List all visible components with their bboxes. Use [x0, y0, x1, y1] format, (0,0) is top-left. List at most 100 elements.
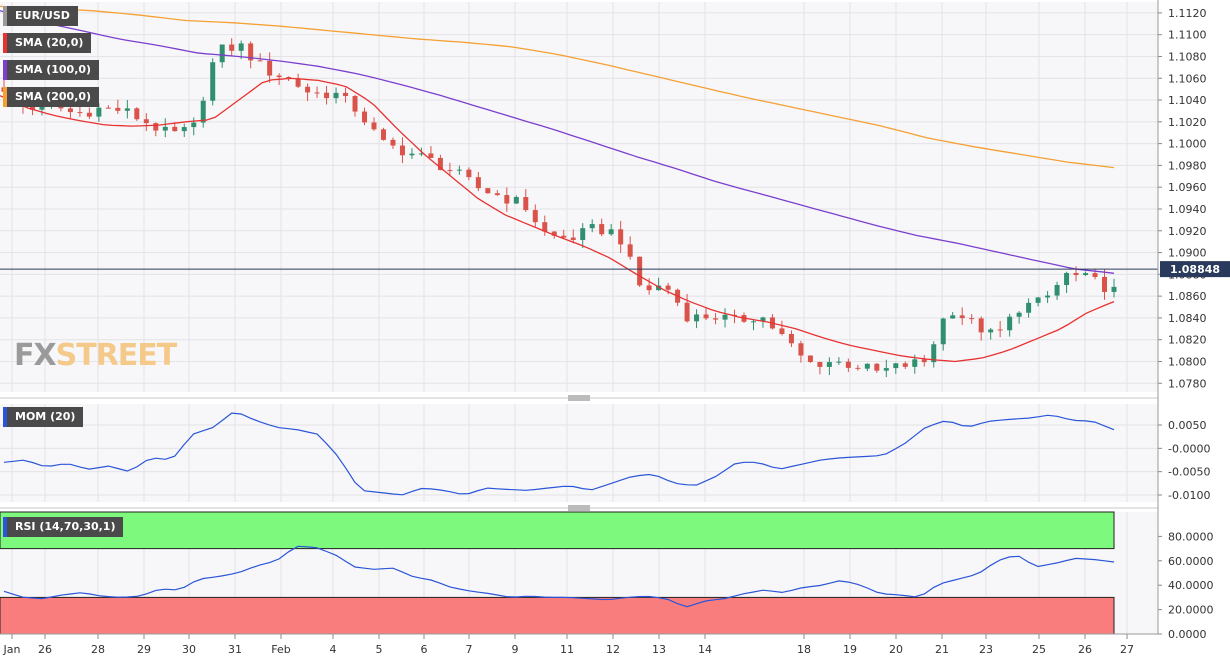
candle	[618, 220, 624, 253]
candle-body	[912, 359, 918, 367]
candle	[798, 340, 804, 363]
candle-body	[542, 222, 548, 232]
rsi-line	[3, 545, 1115, 608]
mom-tick-label: -0.0000	[1168, 442, 1210, 455]
candle-body	[267, 60, 273, 76]
candle-body	[191, 122, 197, 128]
candle	[333, 87, 339, 104]
time-tick-label: 12	[606, 643, 620, 656]
candle-body	[1007, 316, 1013, 331]
price-tick-label: 1.1100	[1168, 29, 1207, 42]
rsi-tick-label: 20.0000	[1168, 604, 1214, 617]
candle	[1102, 269, 1108, 300]
candle-body	[343, 92, 349, 97]
candle	[399, 137, 405, 164]
candle	[1045, 291, 1051, 303]
candle	[494, 190, 500, 196]
candle	[978, 316, 984, 341]
candle-body	[836, 361, 842, 363]
candle-body	[855, 367, 861, 369]
candle	[105, 105, 111, 109]
candle-body	[352, 96, 358, 112]
price-tick-label: 1.0820	[1168, 334, 1207, 347]
rsi-tick-label: 80.0000	[1168, 530, 1214, 543]
sma20-swatch	[3, 33, 7, 53]
candle	[883, 359, 889, 378]
time-tick-label: 25	[1032, 643, 1046, 656]
momentum-plot-area	[0, 404, 1158, 502]
candle-body	[637, 256, 643, 286]
candle	[1026, 298, 1032, 318]
candle-body	[286, 77, 292, 79]
time-tick-label: 11	[560, 643, 574, 656]
candle-body	[248, 43, 254, 61]
candle	[589, 219, 595, 233]
price-tick-label: 1.1040	[1168, 94, 1207, 107]
candle	[485, 187, 491, 194]
candle-body	[77, 112, 83, 114]
candle-body	[371, 122, 377, 130]
candle-body	[437, 157, 443, 171]
candle-body	[1026, 302, 1032, 313]
candle-body	[1102, 276, 1108, 292]
candle-body	[959, 315, 965, 319]
candle-body	[219, 44, 225, 63]
candle	[940, 317, 946, 351]
price-tick-label: 1.0900	[1168, 247, 1207, 260]
candle	[238, 40, 244, 60]
candle	[380, 127, 386, 141]
candle	[807, 355, 813, 363]
candle-body	[86, 112, 92, 117]
candle	[1007, 313, 1013, 337]
candle-body	[485, 188, 491, 194]
candle	[162, 118, 168, 138]
candle-body	[608, 229, 614, 235]
candle	[921, 355, 927, 367]
candle-body	[324, 92, 330, 99]
candle	[893, 362, 899, 374]
candle-body	[210, 62, 216, 101]
candle	[210, 58, 216, 106]
candle-body	[826, 362, 832, 367]
candle	[523, 189, 529, 212]
candle-body	[466, 169, 472, 178]
candle	[608, 223, 614, 236]
candle-body	[229, 44, 235, 51]
rsi-overbought-zone	[0, 511, 1115, 550]
time-tick-label: 19	[843, 643, 857, 656]
candle-body	[646, 285, 652, 291]
time-tick-label: Feb	[271, 643, 290, 656]
price-tick-label: 1.1020	[1168, 116, 1207, 129]
candle	[627, 236, 633, 260]
candle-body	[29, 105, 35, 110]
candle	[362, 107, 368, 126]
sma200-swatch	[3, 87, 7, 107]
candle-body	[390, 139, 396, 146]
candle	[950, 312, 956, 319]
candle-body	[817, 361, 823, 367]
candle-body	[969, 318, 975, 320]
candle	[1054, 281, 1060, 300]
candle-body	[1054, 285, 1060, 296]
candle-body	[200, 100, 206, 123]
time-tick-label: Jan	[3, 643, 21, 656]
candle-body	[134, 108, 140, 120]
candle	[475, 172, 481, 192]
candle	[257, 53, 263, 62]
mom-swatch	[3, 407, 7, 427]
candle-body	[627, 244, 633, 257]
rsi-legend: RSI (14,70,30,1)	[3, 517, 124, 537]
candle-body	[276, 75, 282, 78]
candle-body	[978, 318, 984, 333]
time-tick-label: 20	[889, 643, 903, 656]
time-tick-label: 7	[466, 643, 473, 656]
candle-body	[456, 169, 462, 171]
candle	[779, 320, 785, 336]
candle-body	[845, 361, 851, 368]
candle-body	[694, 314, 700, 322]
candle	[200, 96, 206, 128]
candle	[713, 313, 719, 325]
candle-body	[181, 127, 187, 132]
candle-body	[162, 126, 168, 131]
candle	[67, 105, 73, 120]
